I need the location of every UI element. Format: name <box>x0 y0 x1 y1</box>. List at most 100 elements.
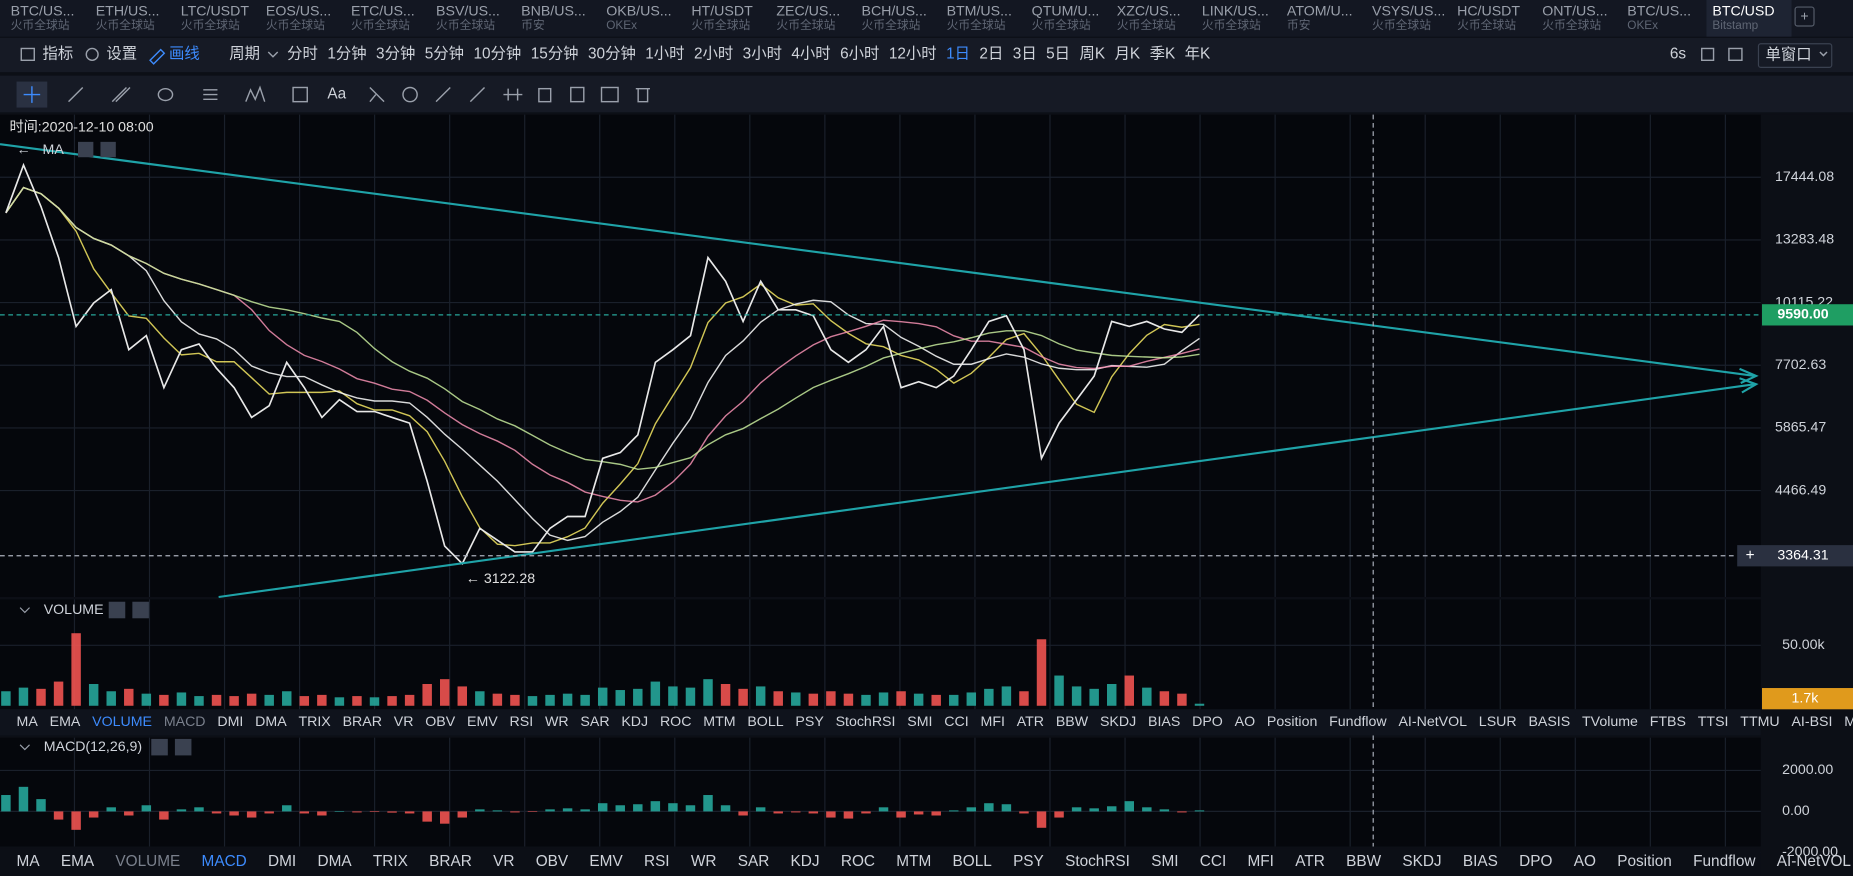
indicator-tab[interactable]: Position <box>1617 853 1672 870</box>
tab-pair[interactable]: BSV/US... <box>436 4 500 20</box>
period[interactable]: 4小时 <box>791 44 830 62</box>
indicator-tab[interactable]: PSY <box>795 714 824 730</box>
indicator-tab[interactable]: VR <box>493 853 514 870</box>
indicator-tab[interactable]: MLR <box>1844 714 1853 730</box>
indicator-tab[interactable]: MTM <box>896 853 931 870</box>
ma-close[interactable] <box>100 141 116 158</box>
indicator-tab[interactable]: EMA <box>61 853 95 870</box>
tab-pair[interactable]: QTUM/U... <box>1032 4 1100 20</box>
indicator-tab[interactable]: BBW <box>1346 853 1381 870</box>
indicator-tab[interactable]: MACD <box>164 714 206 730</box>
indicator-tab[interactable]: StochRSI <box>1065 853 1130 870</box>
indicator-tab[interactable]: Position <box>1267 714 1317 730</box>
indicator-tab[interactable]: MTM <box>703 714 735 730</box>
period-label[interactable]: 周期 <box>229 44 260 62</box>
indicator-tab[interactable]: BASIS <box>1528 714 1570 730</box>
indicator-tab[interactable]: VOLUME <box>92 714 152 730</box>
indicator-tab[interactable]: AI-NetVOL <box>1398 714 1467 730</box>
text-tool[interactable]: Aa <box>327 86 346 103</box>
tab-exchange[interactable]: 火币全球站 <box>1372 18 1431 32</box>
period[interactable]: 3日 <box>1013 45 1037 62</box>
indicator-tab[interactable]: CCI <box>944 714 968 730</box>
period[interactable]: 5分钟 <box>425 44 464 62</box>
indicator-tab[interactable]: PSY <box>1013 853 1044 870</box>
indicator-tab[interactable]: SAR <box>738 853 770 870</box>
tab-pair[interactable]: LTC/USDT <box>181 4 250 20</box>
wave-tool[interactable] <box>245 85 266 102</box>
macd-settings[interactable] <box>151 738 168 756</box>
toolbar-button[interactable]: 画线 <box>169 44 200 62</box>
period[interactable]: 12小时 <box>889 44 937 62</box>
indicator-tab[interactable]: VR <box>394 714 414 730</box>
tab-exchange[interactable]: 火币全球站 <box>1542 18 1601 32</box>
tab-pair[interactable]: BTC/US... <box>11 4 75 20</box>
indicator-tab[interactable]: DMA <box>255 714 287 730</box>
indicator-tab[interactable]: BRAR <box>343 714 382 730</box>
period[interactable]: 2日 <box>979 45 1003 62</box>
indicator-tab[interactable]: VOLUME <box>115 853 180 870</box>
indicator-tab[interactable]: EMV <box>467 714 498 730</box>
tab-exchange[interactable]: 火币全球站 <box>181 18 240 32</box>
macd-close[interactable] <box>174 738 192 756</box>
tab-exchange[interactable]: 火币全球站 <box>862 18 921 32</box>
pen-tool[interactable] <box>469 86 486 103</box>
indicator-tab[interactable]: BIAS <box>1463 853 1498 870</box>
tab-pair[interactable]: HT/USDT <box>691 4 753 20</box>
tab-pair[interactable]: LINK/US... <box>1202 4 1269 20</box>
line-tool[interactable] <box>68 86 84 103</box>
refresh-interval[interactable]: 6s <box>1670 45 1687 62</box>
tab-exchange[interactable]: 火币全球站 <box>96 18 155 32</box>
tab-exchange[interactable]: 火币全球站 <box>1457 18 1516 32</box>
indicator-tab[interactable]: MFI <box>1248 853 1274 870</box>
brush-tool[interactable] <box>369 86 385 103</box>
indicator-tab[interactable]: KDJ <box>791 853 820 870</box>
toolbar-button[interactable]: 设置 <box>106 44 137 62</box>
period[interactable]: 年K <box>1185 44 1211 62</box>
indicator-tab[interactable]: WR <box>545 714 569 730</box>
indicator-tab[interactable]: EMA <box>50 714 81 730</box>
tab-exchange[interactable]: 火币全球站 <box>691 18 750 32</box>
tab-exchange[interactable]: 币安 <box>1287 18 1311 32</box>
tab-exchange[interactable]: 币安 <box>521 18 545 32</box>
tab-exchange[interactable]: 火币全球站 <box>266 18 325 32</box>
indicator-tab[interactable]: ROC <box>841 853 875 870</box>
indicator-tab[interactable]: DMA <box>317 853 352 870</box>
indicator-tab[interactable]: WR <box>691 853 717 870</box>
period[interactable]: 周K <box>1080 45 1106 62</box>
indicator-tab[interactable]: FTBS <box>1650 714 1686 730</box>
tab-pair[interactable]: XZC/US... <box>1117 4 1181 20</box>
tab-pair[interactable]: BCH/US... <box>862 4 927 20</box>
indicator-tab[interactable]: MFI <box>981 714 1005 730</box>
period[interactable]: 季K <box>1150 44 1176 62</box>
tab-pair[interactable]: BTM/US... <box>947 4 1012 20</box>
indicator-tab[interactable]: AI-BSI <box>1791 714 1832 730</box>
volume-close[interactable] <box>132 601 149 619</box>
tab-exchange[interactable]: 火币全球站 <box>1032 18 1091 32</box>
indicator-tab[interactable]: StochRSI <box>836 714 896 730</box>
copy-tool[interactable] <box>570 86 585 103</box>
indicator-tab[interactable]: TTMU <box>1740 714 1779 730</box>
ma-settings[interactable] <box>77 141 94 158</box>
indicator-tab[interactable]: AO <box>1574 853 1596 870</box>
tab-exchange[interactable]: 火币全球站 <box>11 18 70 32</box>
fib-tool[interactable] <box>203 89 218 101</box>
indicator-tab[interactable]: AO <box>1235 714 1255 730</box>
indicator-tab[interactable]: TTSI <box>1698 714 1729 730</box>
indicator-tab[interactable]: SAR <box>580 714 609 730</box>
volume-settings[interactable] <box>108 601 126 619</box>
toolbar-button[interactable]: 指标 <box>43 44 74 62</box>
period[interactable]: 1日 <box>946 45 970 62</box>
lock-tool[interactable] <box>538 87 552 103</box>
indicator-tab[interactable]: RSI <box>644 853 670 870</box>
indicator-tab[interactable]: BOLL <box>953 853 993 870</box>
indicator-tab[interactable]: SMI <box>1151 853 1178 870</box>
tab-exchange[interactable]: 火币全球站 <box>776 18 835 32</box>
indicator-tab[interactable]: ATR <box>1017 714 1044 730</box>
active-tab[interactable] <box>1706 0 1792 37</box>
period[interactable]: 2小时 <box>694 44 733 62</box>
tab-exchange[interactable]: OKEx <box>606 18 637 32</box>
template-tool[interactable] <box>600 86 619 103</box>
indicator-tab[interactable]: BOLL <box>747 714 783 730</box>
indicator-tab[interactable]: DMI <box>268 853 296 870</box>
tab-pair[interactable]: ONT/US... <box>1542 4 1607 20</box>
